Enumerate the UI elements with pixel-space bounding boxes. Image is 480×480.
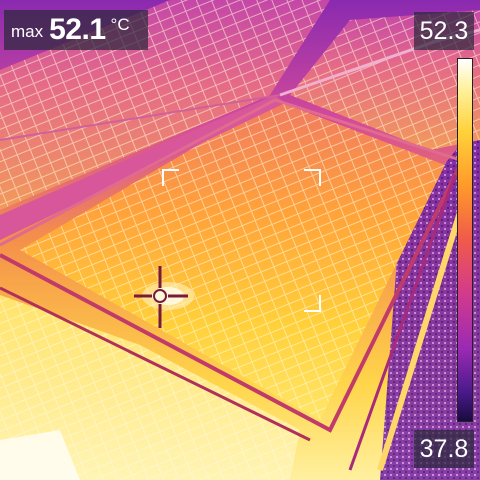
- max-temperature-value: 52.1: [49, 13, 105, 47]
- scale-min-value: 37.8: [420, 435, 469, 464]
- max-label: max: [11, 22, 43, 42]
- max-temperature-readout: max 52.1 °C: [4, 10, 148, 50]
- scale-min-label: 37.8: [414, 430, 474, 468]
- temperature-unit: °C: [111, 15, 130, 35]
- color-scale-bar: [457, 58, 473, 422]
- scale-max-label: 52.3: [414, 12, 474, 50]
- scale-max-value: 52.3: [420, 17, 469, 46]
